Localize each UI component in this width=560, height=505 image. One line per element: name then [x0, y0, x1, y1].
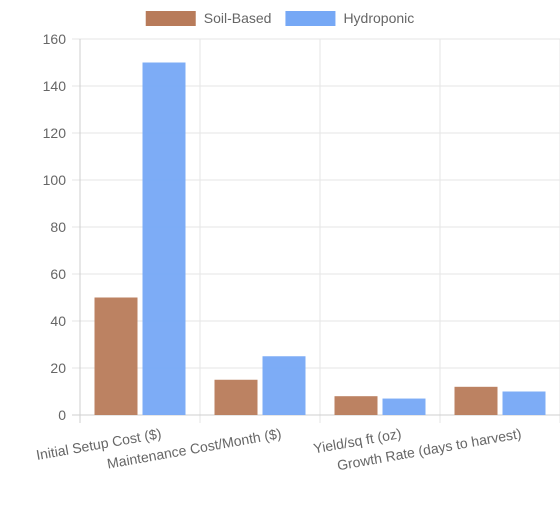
bar-soil-based-2 — [334, 396, 378, 415]
bar-soil-based-3 — [454, 386, 498, 415]
y-tick-label: 160 — [43, 31, 67, 47]
y-tick-label: 100 — [43, 172, 67, 188]
legend-swatch — [145, 11, 196, 26]
legend-label: Soil-Based — [204, 10, 272, 26]
x-tick-labels: Initial Setup Cost ($)Maintenance Cost/M… — [35, 425, 523, 473]
y-tick-label: 40 — [50, 313, 66, 329]
y-tick-label: 80 — [50, 219, 66, 235]
y-tick-label: 140 — [43, 78, 67, 94]
bars — [94, 62, 546, 415]
y-tick-label: 0 — [58, 407, 66, 423]
legend-item: Soil-Based — [145, 10, 272, 26]
y-tick-label: 120 — [43, 125, 67, 141]
bar-hydroponic-3 — [502, 391, 546, 415]
bar-hydroponic-0 — [142, 62, 186, 415]
bar-soil-based-1 — [214, 379, 258, 415]
y-tick-label: 60 — [50, 266, 66, 282]
bar-hydroponic-1 — [262, 356, 306, 415]
legend-label: Hydroponic — [343, 10, 414, 26]
bar-soil-based-0 — [94, 297, 138, 415]
legend: Soil-Based Hydroponic — [145, 10, 414, 26]
y-tick-label: 20 — [50, 360, 66, 376]
bar-hydroponic-2 — [382, 398, 426, 415]
legend-item: Hydroponic — [285, 10, 414, 26]
legend-swatch — [285, 11, 336, 26]
